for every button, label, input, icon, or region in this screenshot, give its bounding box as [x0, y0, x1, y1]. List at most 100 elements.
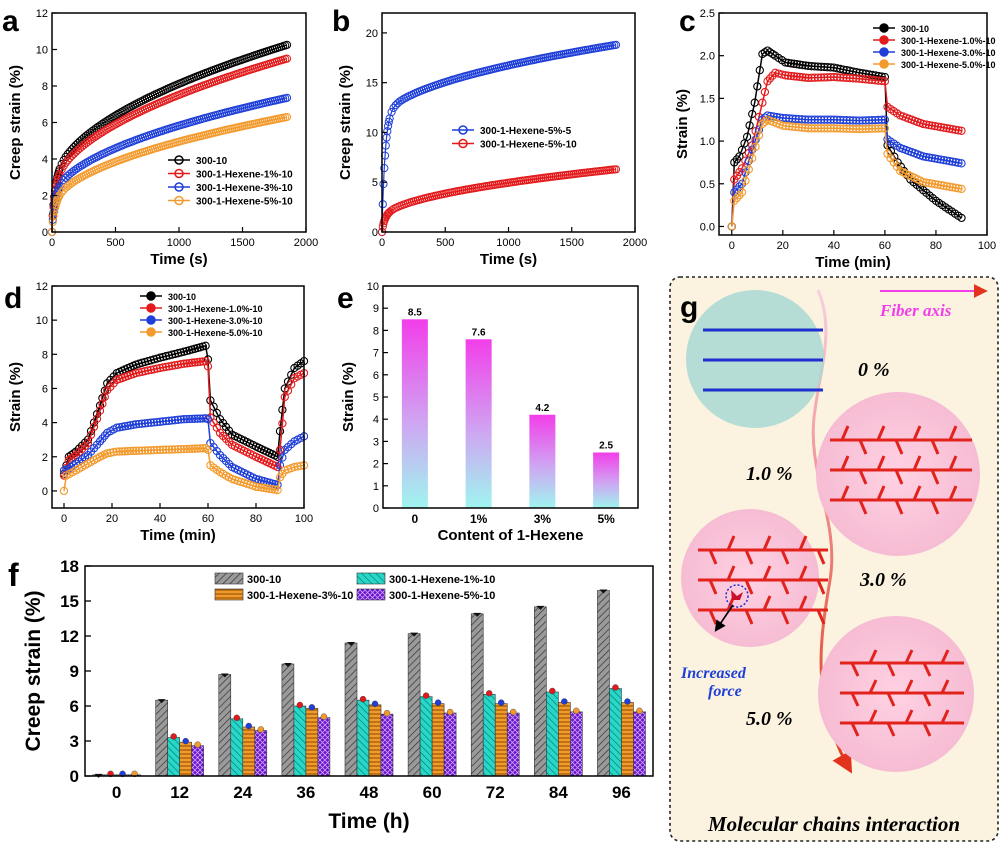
increased-force-label-1: Increased [680, 665, 747, 682]
y-tick-label: 15 [60, 592, 79, 611]
data-point [140, 419, 150, 428]
x-axis-label: Time (min) [815, 254, 891, 271]
series-line-300-1-Hexene-5.0%-10 [63, 447, 305, 492]
data-point [924, 178, 934, 188]
chain-branch [904, 709, 914, 724]
data-point [167, 350, 177, 359]
data-point [173, 415, 183, 424]
x-tick-label: 80 [930, 240, 942, 252]
data-point [115, 423, 124, 432]
plot-frame [718, 12, 988, 236]
legend-label: 300-1-Hexene-5.0%-10 [901, 60, 996, 70]
chain-branch [708, 549, 718, 565]
x-axis-label: Time (min) [140, 527, 216, 544]
label-1-percent: 1.0 % [746, 463, 793, 485]
data-point [877, 76, 886, 86]
data-point [164, 362, 174, 371]
data-point [855, 116, 864, 125]
data-point [765, 74, 775, 83]
data-point [221, 434, 231, 443]
y-tick-label: 1.5 [700, 93, 715, 105]
data-point [836, 115, 845, 125]
y-axis-label: Creep strain (%) [337, 65, 354, 180]
data-point [874, 115, 883, 125]
data-point [152, 417, 162, 427]
data-point [826, 124, 835, 133]
data-point [257, 483, 266, 492]
data-point [848, 116, 858, 125]
chain-branch [886, 692, 896, 707]
data-point [120, 106, 129, 115]
data-point [792, 60, 801, 69]
data-point [63, 150, 72, 159]
data-point [823, 73, 832, 82]
data-point [77, 444, 87, 454]
x-tick-label: 96 [612, 783, 631, 802]
data-point [778, 121, 787, 130]
data-point [927, 179, 937, 188]
data-point [921, 178, 931, 187]
data-point [832, 124, 842, 133]
data-point [927, 153, 937, 163]
bar-300-1-Hexene-3%-10 [179, 741, 192, 777]
data-point [143, 418, 153, 428]
legend-label: 300-1-Hexene-3.0%-10 [168, 316, 263, 326]
bar-300-10 [344, 642, 358, 777]
bar-300-1-Hexene-3%-10 [494, 703, 508, 777]
data-point [921, 152, 931, 162]
fiber-axis-label: Fiber axis [879, 301, 952, 320]
data-point [839, 115, 848, 125]
data-point [149, 365, 159, 374]
data-point [86, 136, 95, 145]
y-tick-label: 2 [373, 459, 379, 471]
data-point [384, 117, 393, 127]
data-point [218, 453, 228, 463]
x-tick-label: 0 [412, 512, 419, 526]
data-point [170, 445, 180, 454]
data-point [155, 363, 165, 373]
data-point [939, 181, 948, 190]
data-point [942, 124, 951, 133]
data-point [807, 62, 816, 71]
data-point [161, 445, 171, 454]
data-point [122, 104, 131, 114]
data-point [921, 120, 931, 129]
data-point [924, 120, 934, 130]
y-tick-label: 6 [70, 697, 79, 716]
x-tick-label: 1% [470, 512, 488, 526]
data-point [763, 77, 772, 86]
y-tick-label: 1 [373, 481, 379, 493]
data-point [816, 62, 826, 71]
cap-marker [549, 687, 556, 695]
data-point [182, 359, 191, 368]
data-point [781, 71, 790, 80]
chain-branch [850, 662, 860, 677]
data-point [104, 115, 113, 125]
data-point [930, 154, 940, 163]
chain-branch [912, 485, 922, 501]
y-tick-label: 10 [367, 281, 379, 293]
data-point [83, 438, 93, 448]
x-tick-label: 0 [49, 237, 55, 249]
bar-300-10 [597, 590, 610, 777]
chain-branch [894, 469, 904, 485]
data-point [95, 437, 105, 446]
panel-label-g: g [680, 291, 698, 324]
data-point [852, 116, 861, 125]
data-point [823, 63, 832, 72]
data-point [106, 448, 115, 457]
x-tick-label: 20 [106, 513, 118, 525]
data-point [115, 447, 124, 456]
y-tick-label: 0 [42, 227, 48, 239]
data-point [839, 73, 848, 82]
data-point [140, 446, 150, 455]
panel-label-a: a [2, 5, 19, 38]
data-point [789, 59, 799, 68]
data-point [813, 73, 823, 82]
data-point [933, 122, 943, 131]
data-point [858, 124, 867, 134]
data-point [187, 444, 197, 453]
bar-300-10 [407, 633, 421, 777]
data-point [397, 96, 406, 105]
cap-marker [157, 699, 166, 704]
